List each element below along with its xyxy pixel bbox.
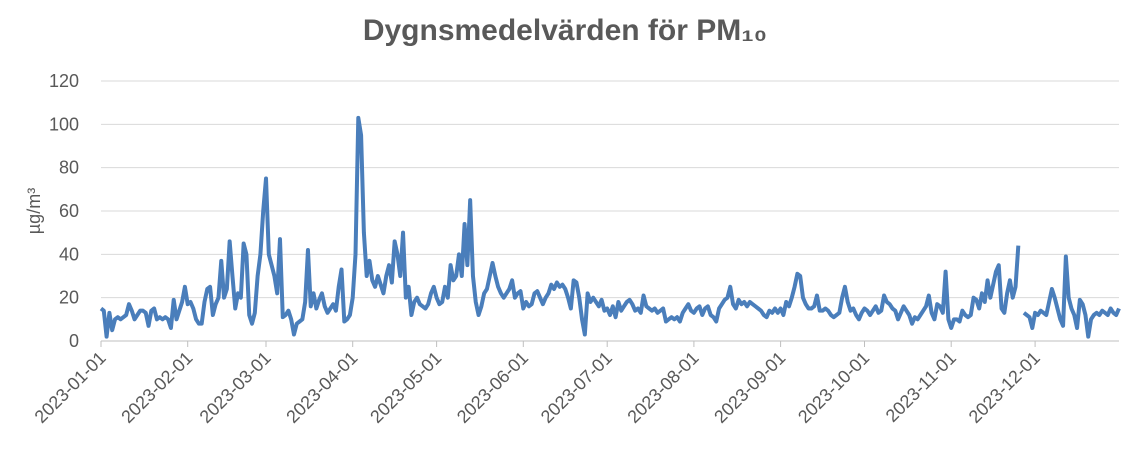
- x-tick-label: 2023-11-01: [882, 348, 960, 426]
- x-tick-label: 2023-06-01: [453, 348, 532, 427]
- chart-title: Dygnsmedelvärden för PM₁₀: [363, 14, 767, 47]
- x-tick-label: 2023-05-01: [366, 348, 445, 427]
- y-tick-label: 0: [69, 331, 79, 351]
- y-tick-label: 100: [49, 114, 79, 134]
- x-tick-label: 2023-08-01: [623, 348, 702, 427]
- y-tick-label: 20: [59, 288, 79, 308]
- x-tick-label: 2023-04-01: [282, 348, 361, 427]
- x-tick-label: 2023-03-01: [196, 348, 275, 427]
- y-axis-label: µg/m³: [24, 188, 44, 234]
- y-tick-label: 60: [59, 201, 79, 221]
- y-tick-label: 80: [59, 158, 79, 178]
- x-tick-label: 2023-01-01: [31, 348, 110, 427]
- x-tick-label: 2023-07-01: [537, 348, 616, 427]
- y-tick-label: 40: [59, 244, 79, 264]
- x-tick-label: 2023-12-01: [965, 348, 1044, 427]
- x-tick-label: 2023-02-01: [117, 348, 196, 427]
- x-tick-label: 2023-09-01: [710, 348, 789, 427]
- data-line: [99, 115, 1121, 339]
- x-tick-label: 2023-10-01: [794, 348, 873, 427]
- y-tick-label: 120: [49, 71, 79, 91]
